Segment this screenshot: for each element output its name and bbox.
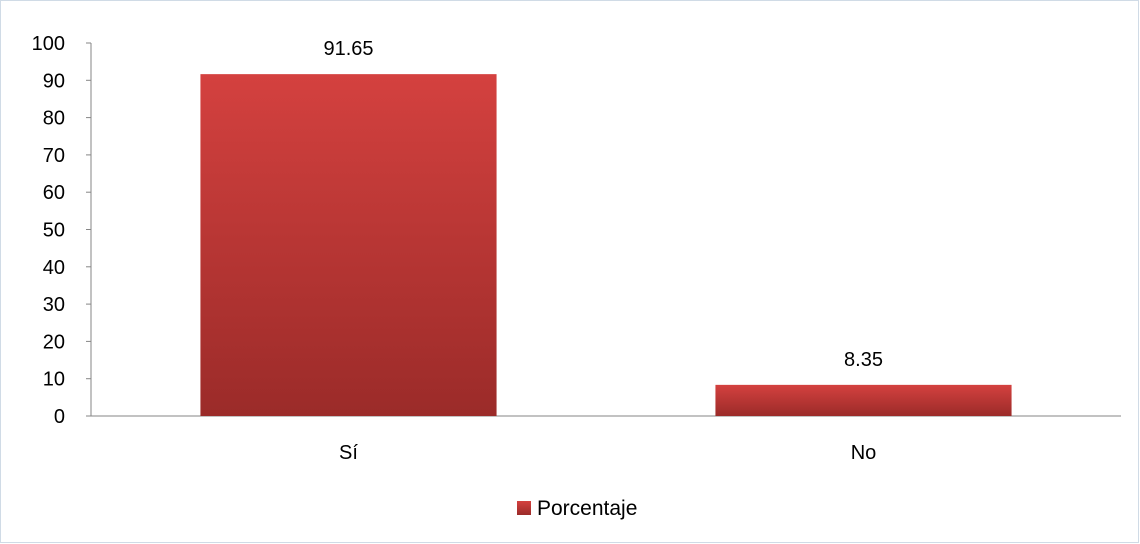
bar [200,74,497,416]
category-label: Sí [339,442,358,464]
data-label: 8.35 [844,349,883,371]
y-tick-label: 50 [43,220,65,242]
data-label: 91.65 [323,38,373,60]
legend-swatch [517,501,531,515]
y-tick-label: 90 [43,70,65,92]
y-tick-label: 0 [54,406,65,428]
legend: Porcentaje [517,497,637,520]
data-labels: 91.65 8.35 [323,38,883,371]
y-tick-label: 100 [32,33,65,55]
y-axis-ticks: 0 10 20 30 40 50 60 70 80 90 100 [32,33,91,428]
category-labels: Sí No [339,442,876,464]
bar [715,384,1012,416]
y-tick-label: 60 [43,182,65,204]
y-tick-label: 80 [43,108,65,130]
y-tick-label: 10 [43,369,65,391]
y-tick-label: 70 [43,145,65,167]
y-tick-label: 20 [43,331,65,353]
y-tick-label: 40 [43,257,65,279]
y-tick-label: 30 [43,294,65,316]
legend-label-porcentaje: Porcentaje [537,497,637,520]
bars [200,74,1012,416]
category-label: No [851,442,877,464]
